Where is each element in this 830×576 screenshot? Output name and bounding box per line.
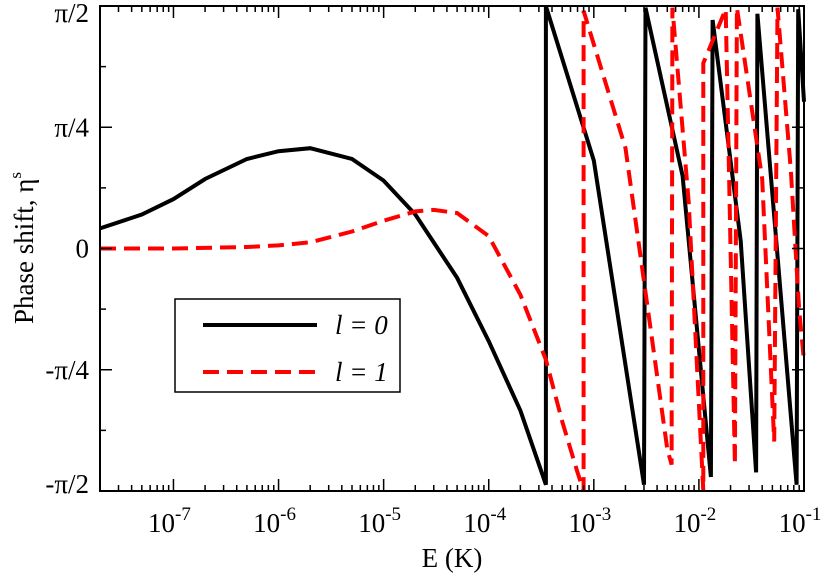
legend-label-l0: l = 0 [335, 310, 388, 340]
x-axis-title: E (K) [422, 543, 483, 573]
legend-box [174, 298, 401, 393]
y-axis-title-superscript: s [6, 172, 25, 179]
y-tick-label: 0 [76, 234, 90, 264]
x-tick-label: 10-3 [568, 504, 611, 538]
x-tick-label: 10-2 [673, 504, 716, 538]
series-line-l1 [100, 7, 806, 492]
y-tick-label: π/4 [54, 112, 89, 142]
y-axis-title: Phase shift, ηs [6, 172, 39, 324]
x-tick-label: 10-6 [253, 504, 296, 538]
ticks-layer [99, 5, 805, 492]
x-tick-label: 10-5 [358, 504, 401, 538]
y-tick-label: -π/4 [45, 355, 89, 385]
y-axis-title-main: Phase shift, η [9, 179, 39, 324]
x-tick-label: 10-4 [463, 504, 506, 538]
legend-label-l1: l = 1 [335, 357, 388, 387]
legend: l = 0 l = 1 [174, 298, 401, 393]
series-line-l0 [99, 5, 806, 486]
tick-labels: 10-7 10-6 10-5 10-4 10-3 10-2 10-1 π/2 π/4 0 -π/4 -… [45, 0, 821, 538]
x-tick-label: 10-7 [148, 504, 191, 538]
y-tick-label: -π/2 [45, 469, 89, 499]
series-layer [99, 5, 806, 492]
y-tick-label: π/2 [54, 0, 89, 28]
x-tick-label: 10-1 [779, 504, 822, 538]
